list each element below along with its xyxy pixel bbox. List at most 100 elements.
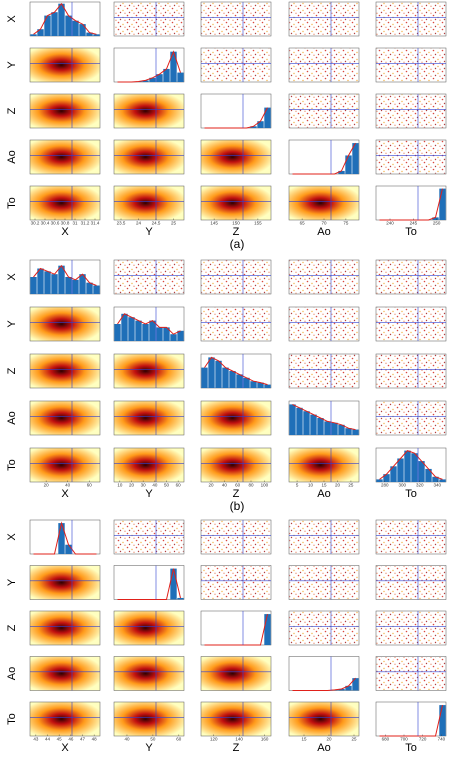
x-tick-label: 24: [136, 221, 142, 226]
heatmap: [200, 701, 272, 737]
hist-bar: [135, 320, 142, 341]
hist-bar: [439, 188, 446, 220]
heatmap: [200, 656, 272, 691]
hist-bar: [352, 143, 359, 174]
hist-bar: [44, 15, 51, 36]
heatmap: [113, 656, 185, 691]
hist-bar: [121, 313, 128, 341]
scatter-points: [114, 2, 184, 36]
hist-bar: [404, 450, 411, 482]
row-label: Y: [6, 320, 18, 328]
column-label: Ao: [317, 226, 330, 238]
column-label: Y: [145, 742, 153, 754]
x-tick-label: 120: [210, 737, 218, 742]
hist-bar: [201, 367, 208, 388]
x-tick-label: 48: [92, 737, 98, 742]
hist-bar: [439, 705, 446, 736]
heatmap: [113, 139, 185, 175]
row-label: Ao: [6, 150, 18, 163]
x-tick-label: 31.2: [81, 221, 90, 226]
x-tick-label: 245: [410, 221, 418, 226]
x-tick-label: 40: [152, 483, 158, 488]
x-tick-label: 44: [45, 737, 51, 742]
hist-frame: [29, 519, 101, 555]
hist-bar: [432, 217, 439, 220]
x-tick-label: 140: [235, 737, 243, 742]
x-tick-label: 280: [381, 483, 389, 488]
scatter-points: [376, 354, 446, 388]
heatmap: [29, 139, 101, 175]
density-curve: [117, 313, 181, 335]
heatmap: [288, 447, 360, 483]
x-tick-label: 30.4: [41, 221, 50, 226]
hist-bar: [264, 614, 271, 645]
hist-bar: [58, 3, 65, 36]
matrix-panel: X Y Z Ao To 30.2 30.4 30.6 30.8 31 31.2 31.4 X 23.5 24…: [6, 1, 447, 251]
x-tick-label: 10: [308, 483, 314, 488]
scatter-points: [376, 260, 446, 294]
column-label: Y: [145, 488, 153, 500]
x-tick-label: 30.8: [61, 221, 70, 226]
scatter-points: [289, 48, 359, 82]
hist-bar: [163, 68, 170, 82]
heatmap: [29, 565, 101, 600]
scatter-points: [376, 401, 446, 435]
row-label: X: [6, 273, 18, 281]
x-tick-label: 340: [433, 483, 441, 488]
x-tick-label: 23.5: [117, 221, 126, 226]
hist-bar: [37, 268, 44, 294]
hist-bar: [149, 77, 156, 82]
density-curve: [33, 2, 97, 35]
heatmap: [113, 610, 185, 646]
x-tick-label: 25: [351, 737, 357, 742]
scatter-points: [376, 520, 446, 554]
hist-bar: [142, 80, 149, 82]
scatter-points: [376, 566, 446, 599]
hist-bar: [289, 404, 296, 435]
hist-bar: [236, 374, 243, 388]
x-tick-label: 25: [348, 483, 354, 488]
x-tick-label: 15: [301, 737, 307, 742]
hist-bar: [156, 327, 163, 341]
hist-bar: [317, 418, 324, 435]
row-label: X: [6, 533, 18, 541]
scatter-points: [289, 354, 359, 388]
hist-frame: [288, 656, 360, 691]
x-tick-label: 47: [80, 737, 86, 742]
column-label: Y: [145, 226, 153, 238]
hist-bar: [93, 285, 100, 294]
hist-frame: [375, 185, 447, 221]
hist-frame: [375, 701, 447, 737]
x-tick-label: 150: [232, 221, 240, 226]
hist-bar: [86, 32, 93, 36]
x-tick-label: 15: [321, 483, 327, 488]
hist-bar: [324, 421, 331, 435]
x-tick-label: 30: [141, 483, 147, 488]
hist-bar: [58, 265, 65, 294]
x-tick-label: 700: [400, 737, 408, 742]
x-tick-label: 300: [398, 483, 406, 488]
column-label: X: [61, 488, 69, 500]
hist-bar: [345, 685, 352, 691]
hist-bar: [128, 317, 135, 341]
hist-bar: [303, 411, 310, 435]
hist-bar: [411, 453, 418, 482]
hist-bar: [114, 324, 121, 341]
hist-bar: [142, 324, 149, 341]
heatmap: [200, 447, 272, 483]
hist-bar: [243, 377, 250, 388]
hist-bar: [250, 126, 257, 128]
scatter-points: [289, 566, 359, 599]
hist-bar: [170, 568, 177, 600]
x-tick-label: 60: [87, 483, 93, 488]
hist-bar: [170, 51, 177, 82]
row-label: Z: [6, 107, 18, 114]
x-tick-label: 680: [382, 737, 390, 742]
heatmap: [29, 47, 101, 83]
column-label: To: [405, 226, 417, 238]
x-tick-label: 40: [124, 737, 130, 742]
x-tick-label: 100: [261, 483, 269, 488]
matrix-panel: X Y Z Ao To 43 44 45 46 47 48 X 40 50 60 Y 120 140 160 Z 15 2…: [6, 519, 447, 754]
density-curve: [379, 450, 443, 480]
